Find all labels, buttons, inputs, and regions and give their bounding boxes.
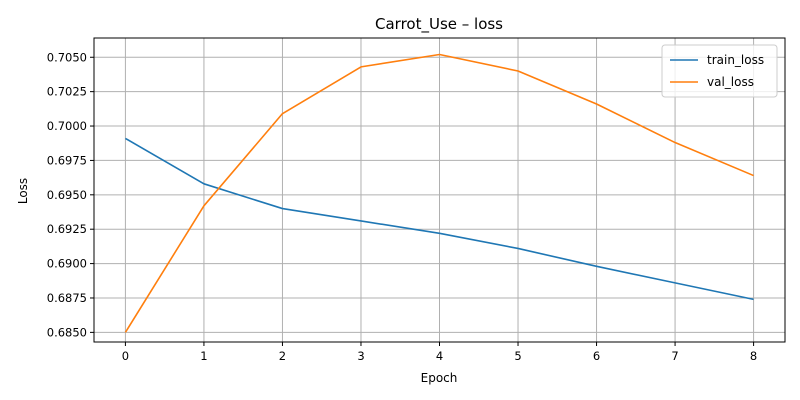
y-axis-ticks: 0.6850 0.6875 0.6900 0.6925 0.6950 0.6975 0.70… (47, 50, 94, 339)
y-tick-label: 0.6850 (47, 325, 87, 339)
y-tick-label: 0.6875 (47, 291, 87, 305)
legend-box (661, 44, 778, 98)
x-tick-label: 6 (593, 349, 600, 363)
x-tick-label: 4 (436, 349, 443, 363)
y-tick-label: 0.6900 (47, 257, 87, 271)
grid-lines (94, 38, 785, 342)
series-lines (124, 53, 754, 333)
x-tick-label: 2 (279, 349, 286, 363)
legend: train_loss val_loss (661, 44, 778, 98)
x-tick-label: 1 (200, 349, 207, 363)
y-tick-label: 0.7000 (47, 119, 87, 133)
x-axis-ticks: 0 1 2 3 4 5 6 7 8 (122, 342, 757, 363)
y-axis-label: Loss (16, 178, 30, 204)
chart-title: Carrot_Use – loss (375, 15, 503, 34)
y-tick-label: 0.6975 (47, 153, 87, 167)
legend-label: train_loss (707, 53, 764, 67)
x-tick-label: 5 (514, 349, 521, 363)
series-line-train-loss (125, 137, 754, 301)
x-axis-label: Epoch (421, 371, 458, 385)
x-tick-label: 8 (750, 349, 757, 363)
x-tick-label: 3 (357, 349, 364, 363)
x-tick-label: 0 (122, 349, 129, 363)
y-tick-label: 0.6950 (47, 188, 87, 202)
series-line-val-loss (124, 53, 754, 333)
y-tick-label: 0.6925 (47, 222, 87, 236)
x-tick-label: 7 (671, 349, 678, 363)
legend-label: val_loss (707, 75, 754, 89)
y-tick-label: 0.7025 (47, 85, 87, 99)
y-tick-label: 0.7050 (47, 50, 87, 64)
